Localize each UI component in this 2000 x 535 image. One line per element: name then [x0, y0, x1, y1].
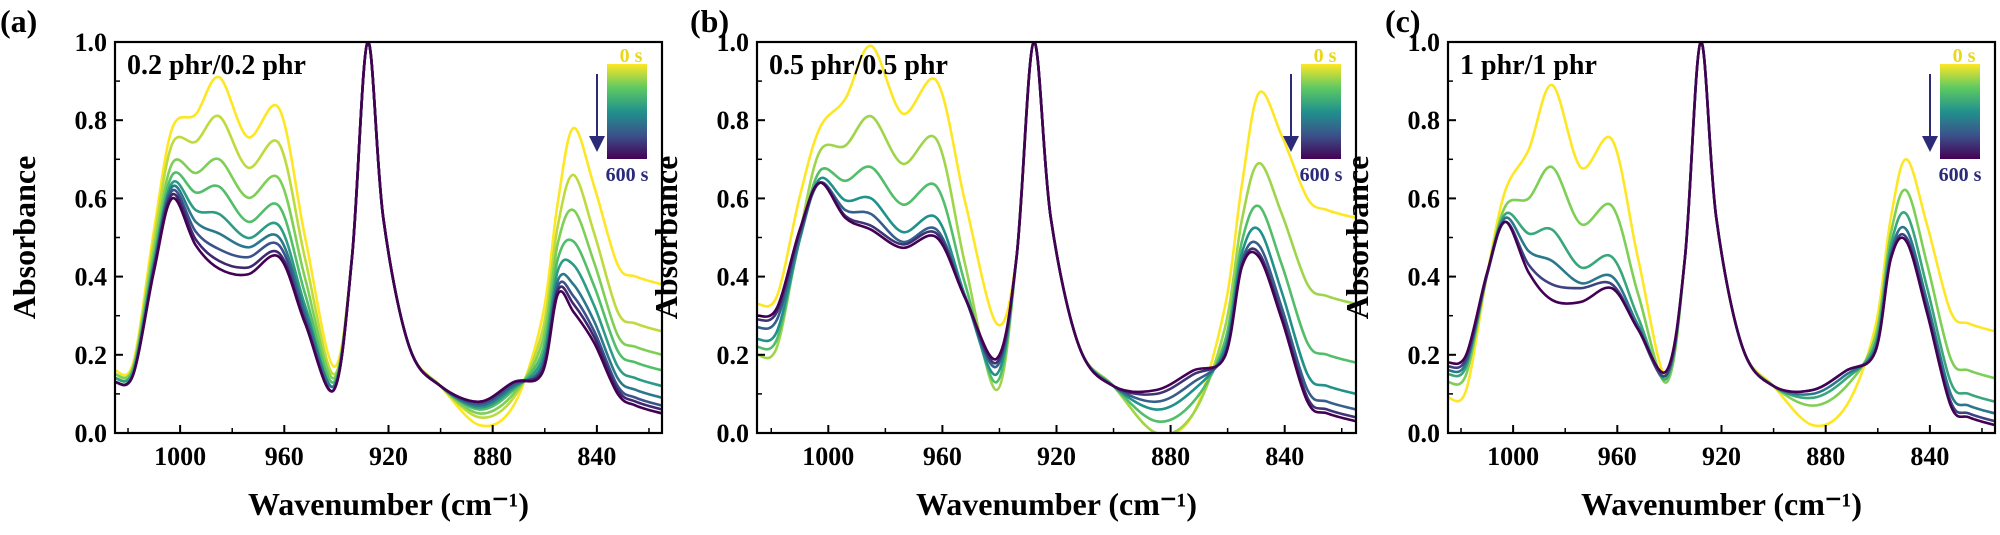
panel-0: 0.0 0.2 0.4 0.6 0.8 1.0 1000 960 920 880 840 Wavenu…: [0, 3, 664, 522]
y-tick-label: 1.0: [717, 28, 750, 57]
x-tick-label: 920: [1702, 442, 1741, 471]
colorbar: [1940, 64, 1980, 159]
colorbar-top-label: 0 s: [1314, 45, 1337, 67]
sample-annotation: 0.5 phr/0.5 phr: [769, 50, 948, 81]
series-line-7: [115, 42, 662, 411]
colorbar: [1301, 64, 1341, 159]
panel-label: (c): [1385, 3, 1421, 39]
y-tick-label: 0.8: [1408, 106, 1441, 135]
series-line-1: [115, 42, 662, 419]
x-tick-label: 920: [1037, 442, 1076, 471]
series-line-6: [757, 42, 1356, 423]
colorbar-top-label: 0 s: [1953, 45, 1976, 67]
x-tick-label: 960: [1598, 442, 1637, 471]
panel-1: 0.0 0.2 0.4 0.6 0.8 1.0 1000 960 920 880 840 Wavenu…: [648, 3, 1358, 522]
panel-2: 0.0 0.2 0.4 0.6 0.8 1.0 1000 960 920 880 840 Wavenu…: [1339, 3, 1997, 522]
x-tick-label: 840: [577, 442, 616, 471]
series-line-5: [1448, 42, 1995, 427]
series-line-3: [115, 42, 662, 411]
y-tick-label: 0.6: [1408, 184, 1441, 213]
y-tick-label: 0.4: [717, 263, 750, 292]
y-tick-label: 0.6: [717, 184, 750, 213]
series-line-2: [115, 42, 662, 415]
series-line-0: [757, 42, 1356, 433]
series-line-1: [1448, 42, 1995, 407]
y-tick-label: 0.0: [75, 419, 108, 448]
x-axis-label: Wavenumber (cm⁻¹): [248, 486, 529, 522]
x-tick-label: 840: [1910, 442, 1949, 471]
y-tick-label: 0.6: [75, 184, 108, 213]
x-tick-label: 1000: [802, 442, 854, 471]
colorbar-bottom-label: 600 s: [1300, 164, 1343, 186]
y-tick-label: 0.0: [717, 419, 750, 448]
series-line-0: [1448, 42, 1995, 428]
x-tick-label: 960: [265, 442, 304, 471]
x-tick-label: 920: [369, 442, 408, 471]
y-tick-label: 0.2: [75, 341, 108, 370]
y-axis-label: Absorbance: [1339, 156, 1375, 320]
series-line-8: [115, 42, 662, 415]
series-line-4: [115, 42, 662, 409]
x-tick-label: 880: [473, 442, 512, 471]
y-tick-label: 0.4: [1408, 263, 1441, 292]
plot-frame: [1446, 40, 1997, 435]
plot-frame: [113, 40, 664, 435]
y-tick-label: 0.2: [1408, 341, 1441, 370]
series-line-0: [115, 42, 662, 428]
panel-label: (b): [690, 3, 729, 39]
x-axis-label: Wavenumber (cm⁻¹): [1581, 486, 1862, 522]
x-tick-label: 1000: [1487, 442, 1539, 471]
y-tick-label: 1.0: [75, 28, 108, 57]
series-group: [1448, 42, 1995, 428]
x-tick-label: 840: [1265, 442, 1304, 471]
sample-annotation: 0.2 phr/0.2 phr: [127, 50, 306, 81]
series-line-1: [757, 42, 1356, 433]
x-tick-label: 960: [923, 442, 962, 471]
colorbar: [607, 64, 647, 159]
series-line-2: [1448, 42, 1995, 403]
x-axis-label: Wavenumber (cm⁻¹): [916, 486, 1197, 522]
y-tick-label: 0.4: [75, 263, 108, 292]
y-tick-label: 1.0: [1408, 28, 1441, 57]
plot-frame: [755, 40, 1358, 435]
x-tick-label: 880: [1151, 442, 1190, 471]
y-tick-label: 0.2: [717, 341, 750, 370]
x-tick-label: 880: [1806, 442, 1845, 471]
x-tick-label: 1000: [154, 442, 206, 471]
colorbar-bottom-label: 600 s: [1939, 164, 1982, 186]
panel-label: (a): [0, 3, 37, 39]
series-group: [757, 42, 1356, 433]
sample-annotation: 1 phr/1 phr: [1460, 50, 1597, 81]
series-group: [115, 42, 662, 428]
colorbar-top-label: 0 s: [620, 45, 643, 67]
y-tick-label: 0.8: [75, 106, 108, 135]
y-axis-label: Absorbance: [648, 156, 684, 320]
y-axis-label: Absorbance: [6, 156, 42, 320]
y-tick-label: 0.0: [1408, 419, 1441, 448]
colorbar-bottom-label: 600 s: [606, 164, 649, 186]
y-tick-label: 0.8: [717, 106, 750, 135]
